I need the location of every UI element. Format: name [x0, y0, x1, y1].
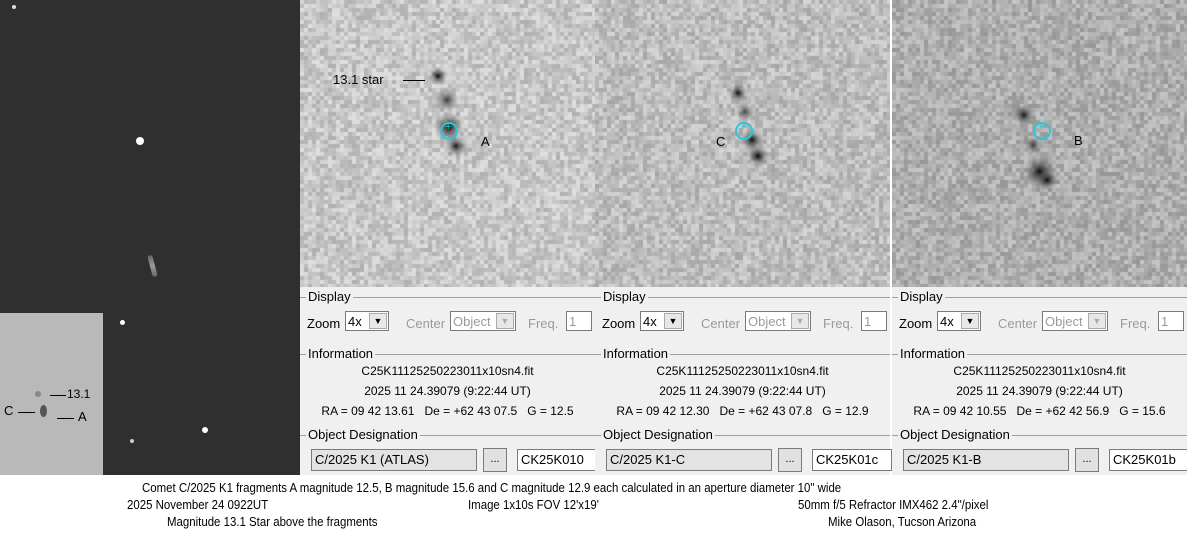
- code-field[interactable]: CK25K01b: [1109, 449, 1187, 471]
- fragment-label: B: [1074, 133, 1083, 148]
- inset-label-star: 13.1: [67, 387, 90, 401]
- display-label: Display: [601, 289, 648, 304]
- zoom-value: 4x: [940, 314, 954, 329]
- browse-button[interactable]: ...: [778, 448, 802, 472]
- object-designation-label: Object Designation: [601, 427, 715, 442]
- zoom-label: Zoom: [899, 316, 932, 331]
- center-label: Center: [998, 316, 1037, 331]
- designation-field[interactable]: C/2025 K1-B: [903, 449, 1069, 471]
- observation-datetime: 2025 11 24.39079 (9:22:44 UT): [300, 384, 595, 398]
- caption-line1: Comet C/2025 K1 fragments A magnitude 12…: [142, 480, 841, 495]
- information-label: Information: [898, 346, 967, 361]
- filename: C25K11125250223011x10sn4.fit: [595, 364, 890, 378]
- fragment-image: [300, 0, 595, 287]
- center-label: Center: [406, 316, 445, 331]
- caption-author: Mike Olason, Tucson Arizona: [828, 514, 976, 529]
- comet-streak: [147, 255, 158, 278]
- freq-value: 1: [1161, 314, 1168, 329]
- browse-button[interactable]: ...: [483, 448, 507, 472]
- fragment-a-panel: A Display Zoom 4x▼ Center Object▼ Freq. …: [300, 0, 595, 475]
- aperture-circle: [735, 122, 753, 140]
- inset-label-c: C: [4, 403, 13, 418]
- inset-label-a: A: [78, 409, 87, 424]
- fragment-b-panel: B Display Zoom 4x▼ Center Object▼ Freq. …: [892, 0, 1187, 475]
- star: [12, 5, 16, 9]
- object-designation-group: Object Designation C/2025 K1-B ... CK25K…: [892, 435, 1187, 476]
- caption-image: Image 1x10s FOV 12'x19': [468, 497, 599, 512]
- center-select[interactable]: Object ▼: [1042, 311, 1108, 331]
- caption-star: Magnitude 13.1 Star above the fragments: [167, 514, 378, 529]
- center-select[interactable]: Object ▼: [745, 311, 811, 331]
- zoom-select[interactable]: 4x ▼: [345, 311, 389, 331]
- coordinates: RA = 09 42 10.55 De = +62 42 56.9 G = 15…: [892, 404, 1187, 418]
- fragment-label: A: [481, 134, 490, 149]
- center-value: Object: [748, 314, 786, 329]
- freq-value: 1: [864, 314, 871, 329]
- star: [120, 320, 125, 325]
- fragment-c-panel: C Display Zoom 4x▼ Center Object▼ Freq. …: [595, 0, 890, 475]
- freq-input[interactable]: 1: [1158, 311, 1184, 331]
- coordinates: RA = 09 42 12.30 De = +62 43 07.8 G = 12…: [595, 404, 890, 418]
- display-group: Display Zoom 4x ▼ Center Object ▼ Freq. 1: [595, 297, 890, 346]
- chevron-down-icon[interactable]: ▼: [664, 313, 682, 329]
- caption-date: 2025 November 24 0922UT: [127, 497, 268, 512]
- zoom-value: 4x: [643, 314, 657, 329]
- aperture-circle: [1033, 122, 1051, 140]
- information-group: Information C25K11125250223011x10sn4.fit…: [892, 354, 1187, 425]
- freq-label: Freq.: [1120, 316, 1150, 331]
- display-label: Display: [306, 289, 353, 304]
- aperture-circle: [440, 122, 458, 140]
- zoom-value: 4x: [348, 314, 362, 329]
- center-value: Object: [1045, 314, 1083, 329]
- freq-input[interactable]: 1: [861, 311, 887, 331]
- zoom-label: Zoom: [602, 316, 635, 331]
- object-designation-group: Object Designation C/2025 K1 (ATLAS) ...…: [300, 435, 595, 476]
- chevron-down-icon[interactable]: ▼: [369, 313, 387, 329]
- fragment-image: [595, 0, 890, 287]
- object-designation-label: Object Designation: [306, 427, 420, 442]
- freq-input[interactable]: 1: [566, 311, 592, 331]
- information-label: Information: [306, 346, 375, 361]
- fragment-image: [892, 0, 1187, 287]
- chevron-down-icon[interactable]: ▼: [496, 313, 514, 329]
- star: [136, 137, 144, 145]
- information-group: Information C25K11125250223011x10sn4.fit…: [595, 354, 890, 425]
- chevron-down-icon[interactable]: ▼: [961, 313, 979, 329]
- code-field[interactable]: CK25K010: [517, 449, 597, 471]
- display-group: Display Zoom 4x ▼ Center Object ▼ Freq. 1: [300, 297, 595, 346]
- center-select[interactable]: Object ▼: [450, 311, 516, 331]
- observation-datetime: 2025 11 24.39079 (9:22:44 UT): [595, 384, 890, 398]
- zoom-select[interactable]: 4x ▼: [640, 311, 684, 331]
- caption-scope: 50mm f/5 Refractor IMX462 2.4"/pixel: [798, 497, 988, 512]
- browse-button[interactable]: ...: [1075, 448, 1099, 472]
- freq-label: Freq.: [823, 316, 853, 331]
- display-label: Display: [898, 289, 945, 304]
- zoom-select[interactable]: 4x ▼: [937, 311, 981, 331]
- freq-value: 1: [569, 314, 576, 329]
- designation-field[interactable]: C/2025 K1 (ATLAS): [311, 449, 477, 471]
- code-field[interactable]: CK25K01c: [812, 449, 892, 471]
- freq-label: Freq.: [528, 316, 558, 331]
- chevron-down-icon[interactable]: ▼: [791, 313, 809, 329]
- zoom-label: Zoom: [307, 316, 340, 331]
- center-value: Object: [453, 314, 491, 329]
- filename: C25K11125250223011x10sn4.fit: [300, 364, 595, 378]
- fragment-label: C: [716, 134, 725, 149]
- information-label: Information: [601, 346, 670, 361]
- designation-field[interactable]: C/2025 K1-C: [606, 449, 772, 471]
- inset-image: 13.1 C A: [0, 313, 103, 475]
- display-group: Display Zoom 4x ▼ Center Object ▼ Freq. 1: [892, 297, 1187, 346]
- object-designation-label: Object Designation: [898, 427, 1012, 442]
- star-pointer-line: [403, 80, 425, 81]
- object-designation-group: Object Designation C/2025 K1-C ... CK25K…: [595, 435, 890, 476]
- filename: C25K11125250223011x10sn4.fit: [892, 364, 1187, 378]
- star-label: 13.1 star: [333, 72, 384, 87]
- star: [202, 427, 208, 433]
- center-label: Center: [701, 316, 740, 331]
- information-group: Information C25K11125250223011x10sn4.fit…: [300, 354, 595, 425]
- chevron-down-icon[interactable]: ▼: [1088, 313, 1106, 329]
- star: [130, 439, 134, 443]
- observation-datetime: 2025 11 24.39079 (9:22:44 UT): [892, 384, 1187, 398]
- coordinates: RA = 09 42 13.61 De = +62 43 07.5 G = 12…: [300, 404, 595, 418]
